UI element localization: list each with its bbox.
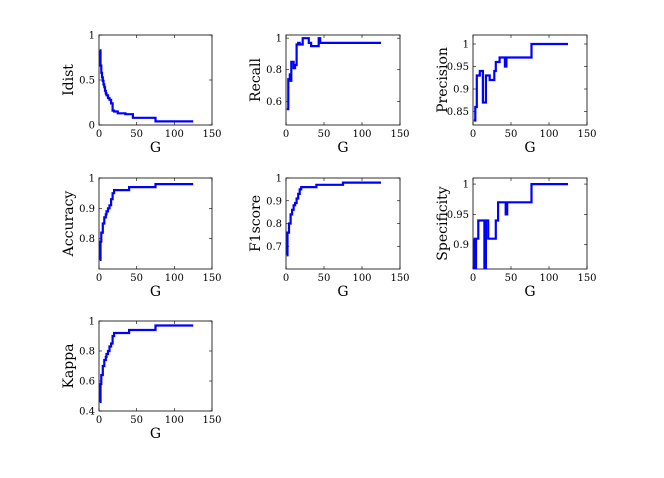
x-tick-label: 50 [130, 415, 143, 426]
plot-frame [98, 34, 213, 126]
y-tick-label: 0.95 [447, 62, 469, 73]
x-tick-label: 150 [202, 129, 221, 140]
x-tick-label: 0 [96, 273, 102, 284]
y-tick-label: 0.8 [79, 234, 95, 245]
y-axis-label: Specificity [435, 186, 451, 260]
x-tick-label: 150 [577, 129, 596, 140]
y-tick-label: 1 [463, 180, 469, 191]
x-tick-label: 150 [390, 129, 409, 140]
x-tick-label: 0 [283, 129, 289, 140]
x-tick-label: 100 [539, 129, 558, 140]
x-tick-label: 50 [318, 129, 331, 140]
x-tick-label: 50 [505, 129, 518, 140]
y-tick-label: 0.8 [79, 347, 95, 358]
subplot-kappa: 0 50 100 150 0.4 0.6 0.8 1 G Kappa [61, 317, 222, 443]
x-tick-label: 50 [130, 129, 143, 140]
x-tick-label: 100 [539, 273, 558, 284]
x-axis-label: G [524, 140, 535, 156]
x-axis-label: G [524, 284, 535, 300]
y-tick-label: 1 [276, 174, 282, 185]
x-tick-label: 100 [165, 273, 184, 284]
y-axis-label: F1score [248, 195, 264, 252]
y-tick-label: 0.7 [266, 242, 282, 253]
series-line [473, 42, 568, 122]
y-tick-label: 1 [89, 174, 95, 185]
subplot-f1score: 0 50 100 150 0.7 0.8 0.9 1 G F1score [248, 174, 410, 301]
series-line [99, 183, 194, 261]
subplot-recall: 0 50 100 150 0.6 0.8 1 G Recall [248, 34, 410, 156]
y-tick-label: 0 [89, 121, 95, 132]
x-tick-label: 150 [390, 273, 409, 284]
y-tick-label: 0.9 [79, 204, 95, 215]
subplot-idist: 0 50 100 150 0 0.5 1 G Idist [61, 31, 222, 157]
y-tick-label: 0.4 [79, 407, 95, 418]
x-tick-label: 150 [202, 415, 221, 426]
y-axis-label: Precision [435, 47, 451, 113]
y-tick-label: 0.8 [266, 219, 282, 230]
x-axis-label: G [337, 140, 348, 156]
x-tick-label: 0 [96, 129, 102, 140]
x-tick-label: 50 [130, 273, 143, 284]
y-tick-label: 0.8 [266, 65, 282, 76]
plot-frame [285, 34, 401, 126]
x-tick-label: 0 [96, 415, 102, 426]
y-tick-label: 0.9 [266, 196, 282, 207]
y-tick-label: 0.85 [447, 107, 469, 118]
subplot-precision: 0 50 100 150 0.85 0.9 0.95 1 G Precision [435, 34, 597, 156]
y-axis-label: Idist [61, 64, 77, 96]
x-tick-label: 50 [505, 273, 518, 284]
subplot-accuracy: 0 50 100 150 0.8 0.9 1 G Accuracy [61, 174, 222, 301]
y-tick-label: 0.95 [447, 210, 469, 221]
y-axis-label: Kappa [61, 343, 77, 388]
x-axis-label: G [150, 426, 161, 442]
y-tick-label: 1 [463, 40, 469, 51]
y-axis-label: Accuracy [61, 191, 77, 258]
y-axis-label: Recall [248, 57, 264, 101]
y-tick-label: 1 [89, 31, 95, 42]
plot-frame [285, 177, 401, 270]
series-line [286, 181, 381, 257]
x-tick-label: 100 [352, 273, 371, 284]
x-tick-label: 100 [165, 129, 184, 140]
series-line [473, 183, 568, 269]
x-tick-label: 50 [318, 273, 331, 284]
subplot-specificity: 0 50 100 150 0.9 0.95 1 G Specificity [435, 177, 597, 300]
y-tick-label: 1 [276, 34, 282, 45]
x-tick-label: 0 [470, 273, 476, 284]
x-tick-label: 100 [165, 415, 184, 426]
y-tick-label: 0.6 [79, 377, 95, 388]
x-axis-label: G [150, 284, 161, 300]
x-tick-label: 150 [202, 273, 221, 284]
plot-frame [98, 177, 213, 270]
y-tick-label: 0.5 [79, 76, 95, 87]
x-tick-label: 150 [577, 273, 596, 284]
y-tick-label: 0.9 [453, 240, 469, 251]
series-line [286, 37, 381, 111]
x-tick-label: 100 [352, 129, 371, 140]
x-tick-label: 0 [283, 273, 289, 284]
x-axis-label: G [150, 140, 161, 156]
plot-frame [472, 177, 588, 270]
series-line [99, 49, 194, 123]
x-axis-label: G [337, 284, 348, 300]
y-tick-label: 0.9 [453, 85, 469, 96]
plot-frame [98, 320, 213, 412]
x-tick-label: 0 [470, 129, 476, 140]
y-tick-label: 0.6 [266, 97, 282, 108]
y-tick-label: 1 [89, 317, 95, 328]
series-line [99, 324, 194, 404]
